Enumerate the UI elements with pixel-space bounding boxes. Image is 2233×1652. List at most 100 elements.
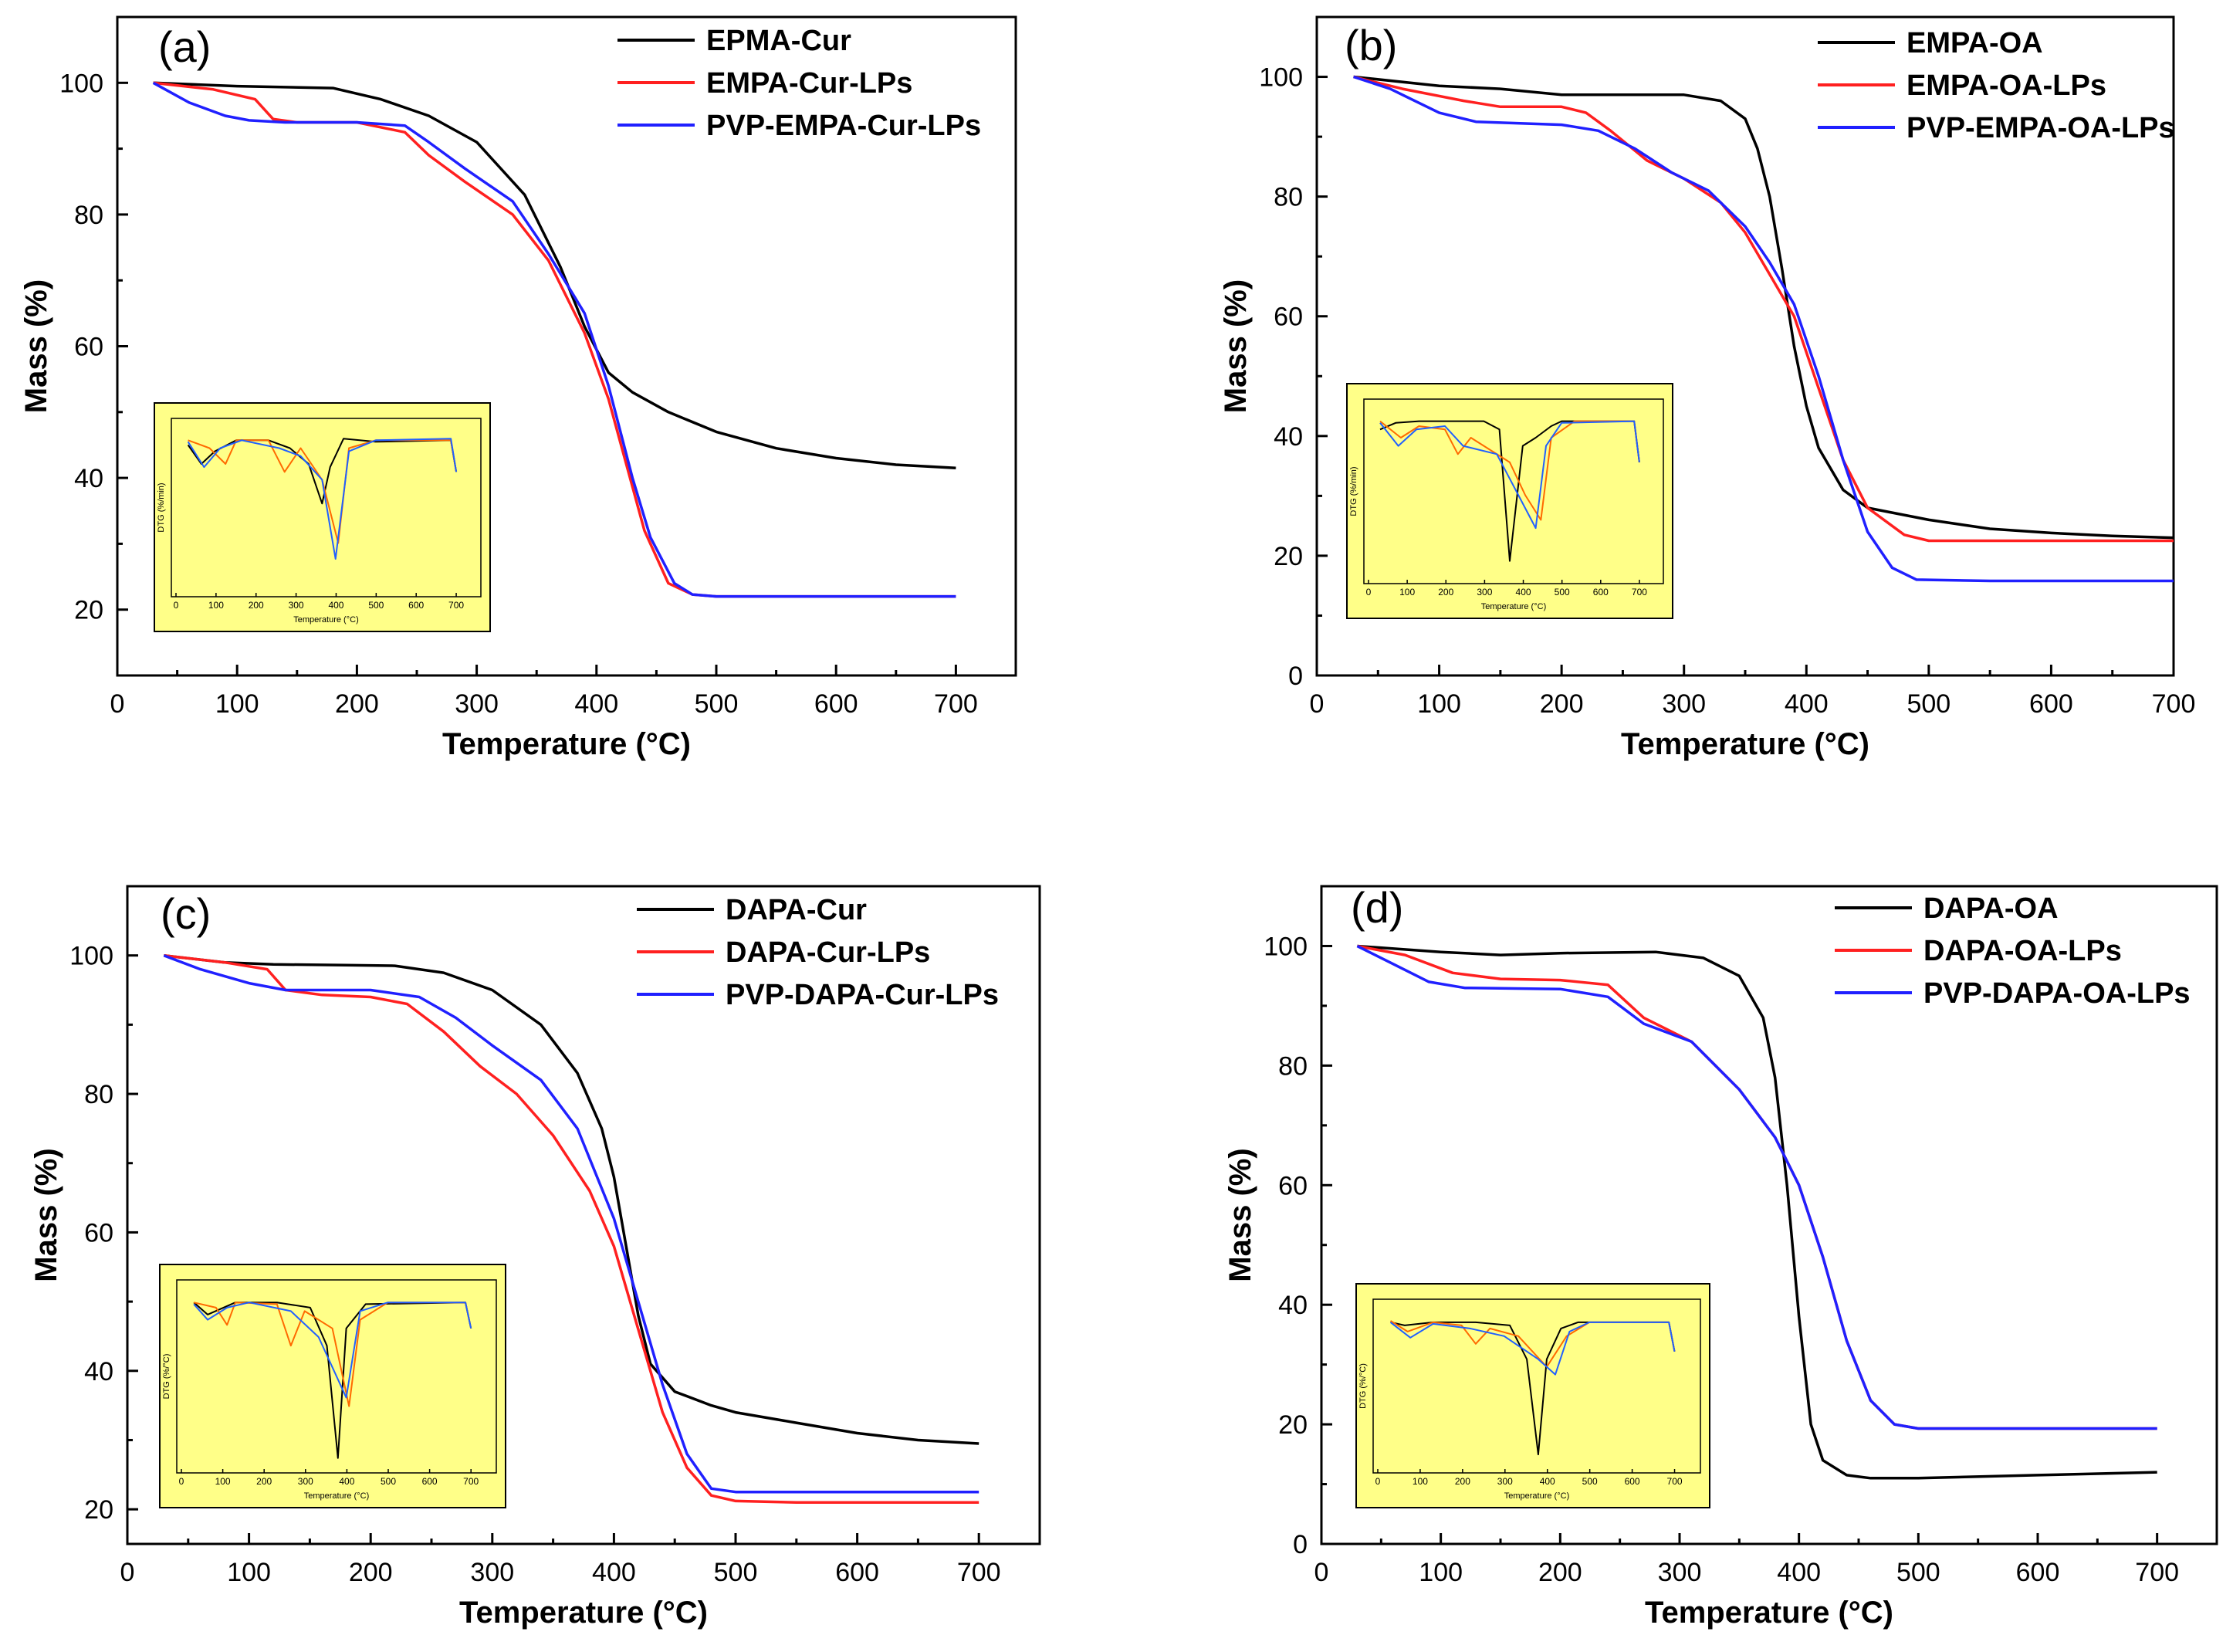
y-tick-label: 60 (1274, 303, 1303, 332)
dtg-inset: 0 100 200 300 400 500 600 700 Temperature (°C) DT… (1355, 1283, 1710, 1508)
inset-x-tick-label: 600 (1593, 587, 1609, 597)
dtg-inset: 0 100 200 300 400 500 600 700 Temperature (°C) DT… (159, 1264, 506, 1508)
inset-x-tick-label: 700 (463, 1476, 479, 1487)
x-tick-label: 500 (1907, 689, 1950, 719)
panel-label: (b) (1345, 21, 1397, 69)
inset-dtg-line-3 (1379, 420, 1640, 530)
inset-x-tick-label: 300 (298, 1476, 313, 1487)
series-line-1 (153, 81, 956, 470)
y-tick-label: 60 (74, 333, 103, 362)
inset-dtg-line-3 (187, 438, 458, 560)
x-tick-label: 0 (110, 689, 125, 719)
inset-dtg-line-1 (193, 1302, 472, 1459)
inset-x-tick-label: 200 (249, 600, 264, 611)
inset-x-tick-label: 0 (1375, 1476, 1381, 1487)
x-tick-label: 300 (455, 689, 499, 719)
inset-dtg-line-2 (1379, 420, 1640, 521)
inset-x-tick-label: 400 (1516, 587, 1531, 597)
x-tick-label: 100 (1417, 689, 1461, 719)
x-tick-label: 200 (1540, 689, 1584, 719)
panel-d: 0 100 200 300 400 500 600 700 0 20 40 60 80 100 Temper… (1223, 883, 2218, 1630)
legend-label: PVP-DAPA-Cur-LPs (726, 979, 999, 1011)
series-line-2 (1353, 75, 2174, 543)
inset-y-title: DTG (%/°C) (162, 1354, 171, 1400)
plot-frame (1320, 885, 2218, 1545)
panel-label: (d) (1351, 883, 1403, 932)
y-tick-label: 20 (84, 1495, 113, 1525)
y-tick-label: 40 (84, 1357, 113, 1386)
inset-x-tick-label: 600 (1625, 1476, 1640, 1487)
x-tick-label: 500 (1896, 1558, 1940, 1587)
x-tick-label: 300 (470, 1558, 514, 1587)
inset-plot-frame (1372, 1298, 1701, 1474)
series-line-3 (163, 954, 979, 1494)
y-tick-label: 80 (74, 201, 103, 230)
legend-label: PVP-EMPA-OA-LPs (1907, 112, 2175, 144)
x-axis-title: Temperature (°C) (459, 1596, 708, 1630)
inset-x-tick-label: 700 (1632, 587, 1647, 597)
inset-x-title: Temperature (°C) (1504, 1491, 1569, 1501)
x-tick-label: 100 (227, 1558, 271, 1587)
inset-x-tick-label: 500 (381, 1476, 396, 1487)
y-tick-label: 20 (1278, 1410, 1308, 1440)
y-tick-label: 40 (74, 464, 103, 493)
legend-label: DAPA-OA (1923, 892, 2059, 925)
legend-label: EPMA-Cur (706, 25, 851, 57)
x-tick-label: 200 (349, 1558, 393, 1587)
x-tick-label: 300 (1658, 1558, 1702, 1587)
inset-y-title: DTG (%/min) (1349, 466, 1358, 516)
x-tick-label: 400 (1777, 1558, 1821, 1587)
y-tick-label: 80 (1278, 1051, 1308, 1081)
inset-x-tick-label: 700 (448, 600, 464, 611)
y-tick-label: 20 (1274, 542, 1303, 571)
x-tick-label: 600 (835, 1558, 879, 1587)
inset-dtg-line-3 (1389, 1321, 1676, 1376)
legend-label: PVP-EMPA-Cur-LPs (706, 110, 981, 142)
y-tick-label: 100 (1259, 63, 1303, 93)
x-tick-label: 600 (814, 689, 858, 719)
inset-x-tick-label: 0 (174, 600, 179, 611)
inset-x-tick-label: 500 (368, 600, 384, 611)
x-tick-label: 700 (934, 689, 978, 719)
inset-plot-frame (1363, 398, 1664, 584)
x-tick-label: 400 (592, 1558, 636, 1587)
y-tick-label: 60 (1278, 1171, 1308, 1200)
x-axis-title: Temperature (°C) (1645, 1596, 1893, 1630)
inset-x-tick-label: 700 (1667, 1476, 1683, 1487)
x-tick-label: 700 (957, 1558, 1001, 1587)
x-tick-label: 0 (1314, 1558, 1329, 1587)
inset-x-tick-label: 100 (208, 600, 224, 611)
inset-x-tick-label: 100 (1399, 587, 1415, 597)
dtg-inset: 0 100 200 300 400 500 600 700 Temperature (°C) DT… (1346, 383, 1673, 619)
x-tick-label: 500 (695, 689, 739, 719)
x-tick-label: 700 (2152, 689, 2196, 719)
y-tick-label: 40 (1274, 422, 1303, 452)
series-line-3 (152, 81, 956, 598)
x-tick-label: 200 (1538, 1558, 1582, 1587)
inset-x-tick-label: 0 (179, 1476, 184, 1487)
x-tick-label: 700 (2135, 1558, 2179, 1587)
inset-x-tick-label: 200 (1455, 1476, 1470, 1487)
inset-x-tick-label: 600 (422, 1476, 438, 1487)
inset-x-tick-label: 400 (1540, 1476, 1555, 1487)
series-line-3 (1353, 75, 2174, 583)
series-line-1 (1357, 944, 2157, 1480)
series-line-3 (1356, 944, 2157, 1430)
legend-label: EMPA-OA-LPs (1907, 69, 2106, 102)
x-tick-label: 100 (1419, 1558, 1463, 1587)
panel-c: 0 100 200 300 400 500 600 700 20 40 60 80 100 Tempera… (29, 885, 1041, 1630)
x-axis-title: Temperature (°C) (1621, 727, 1869, 761)
inset-plot-frame (176, 1279, 497, 1474)
x-tick-label: 500 (714, 1558, 758, 1587)
inset-x-tick-label: 300 (1497, 1476, 1513, 1487)
y-tick-label: 100 (59, 69, 103, 98)
inset-x-tick-label: 200 (256, 1476, 272, 1487)
inset-x-title: Temperature (°C) (304, 1491, 369, 1501)
legend-label: DAPA-OA-LPs (1923, 935, 2122, 967)
y-tick-label: 100 (69, 942, 113, 971)
y-axis-title: Mass (%) (19, 279, 53, 413)
y-axis-title: Mass (%) (1223, 1148, 1257, 1281)
x-tick-label: 400 (1785, 689, 1829, 719)
x-tick-label: 600 (2016, 1558, 2060, 1587)
panel-b: 0 100 200 300 400 500 600 700 0 20 40 60 80 100 Temper… (1219, 15, 2196, 761)
